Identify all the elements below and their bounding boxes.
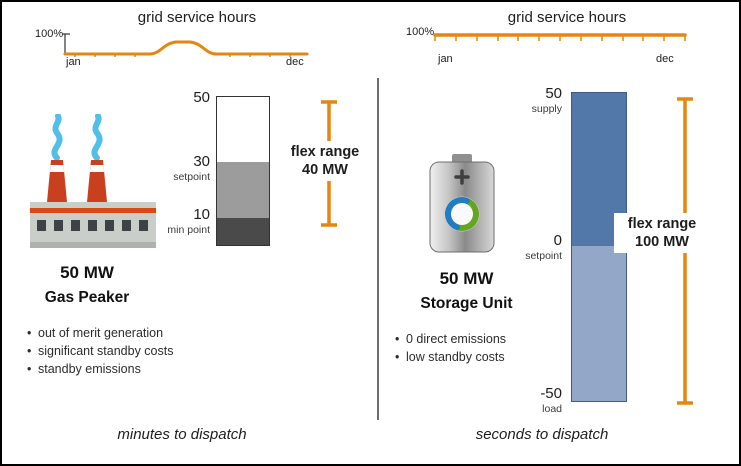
right-dispatch-time: seconds to dispatch xyxy=(475,426,609,443)
left-bar-top-value: 50 xyxy=(193,89,210,106)
left-x-end-label: dec xyxy=(286,56,304,68)
flex-range-text: flex range xyxy=(290,144,360,160)
right-bar-low-label: load xyxy=(542,403,562,415)
flex-range-text: flex range xyxy=(627,216,697,232)
bar-segment-above-setpoint xyxy=(217,97,269,162)
window xyxy=(88,220,97,231)
right-unit-name: Storage Unit xyxy=(420,295,513,312)
right-bar-low-value: -50 xyxy=(540,385,562,402)
eco-swirl-icon xyxy=(445,197,479,231)
list-item: 0 direct emissions xyxy=(394,332,594,346)
left-bullet-list: out of merit generation significant stan… xyxy=(26,322,256,380)
left-bar-low-value: 10 xyxy=(193,206,210,223)
building-stripe xyxy=(30,208,156,213)
left-chart-title: grid service hours xyxy=(137,9,257,26)
left-chart-y-label: 100% xyxy=(35,28,64,40)
blue-swirl xyxy=(445,197,470,231)
right-bar-top-label: supply xyxy=(531,103,562,115)
right-flex-range-label: flex range 100 MW xyxy=(614,213,710,254)
list-item: out of merit generation xyxy=(26,326,256,340)
right-bar-top-value: 50 xyxy=(545,85,562,102)
right-x-end-label: dec xyxy=(656,53,674,65)
left-flex-range-label: flex range 40 MW xyxy=(278,141,372,182)
bar-segment-load xyxy=(572,246,626,401)
right-chart-title: grid service hours xyxy=(507,9,627,26)
left-x-start-label: jan xyxy=(66,56,81,68)
right-bar-mid-label: setpoint xyxy=(525,250,562,262)
chimney-band xyxy=(49,165,65,172)
left-bar-low-label: min point xyxy=(167,224,210,236)
left-capacity: 50 MW xyxy=(60,263,114,282)
list-item: low standby costs xyxy=(394,350,594,364)
right-chart-y-label: 100% xyxy=(406,26,435,38)
window xyxy=(139,220,148,231)
flex-range-value: 100 MW xyxy=(635,234,689,251)
gas-peaker-hours-line xyxy=(63,40,309,56)
left-service-hours-chart xyxy=(62,33,309,57)
left-bar-mid-label: setpoint xyxy=(173,171,210,183)
window xyxy=(37,220,46,231)
bar-segment-setpoint-range xyxy=(217,162,269,218)
smoke-icon xyxy=(91,114,103,161)
right-capacity: 50 MW xyxy=(439,269,494,288)
list-item: significant standby costs xyxy=(26,344,256,358)
panel-divider xyxy=(377,78,379,420)
smoke-icon xyxy=(51,114,63,161)
chimney-band xyxy=(89,165,105,172)
gas-peaker-capacity-bar xyxy=(216,96,270,246)
left-unit-name: Gas Peaker xyxy=(44,289,130,306)
left-bar-mid-value: 30 xyxy=(193,153,210,170)
window xyxy=(54,220,63,231)
list-item: standby emissions xyxy=(26,362,256,376)
battery-terminal xyxy=(452,154,472,163)
right-service-hours-chart xyxy=(433,33,687,41)
plus-icon xyxy=(454,169,470,185)
building-base xyxy=(30,242,156,248)
month-ticks xyxy=(74,54,291,57)
window xyxy=(105,220,114,231)
window xyxy=(71,220,80,231)
factory-icon xyxy=(30,114,156,248)
flex-range-value: 40 MW xyxy=(302,162,348,179)
battery-icon xyxy=(429,154,495,253)
bar-segment-below-minpoint xyxy=(217,218,269,245)
window xyxy=(122,220,131,231)
right-bar-mid-value: 0 xyxy=(553,232,562,249)
green-swirl xyxy=(454,197,479,231)
month-ticks xyxy=(434,36,686,41)
right-x-start-label: jan xyxy=(438,53,453,65)
right-bullet-list: 0 direct emissions low standby costs xyxy=(394,328,594,368)
left-dispatch-time: minutes to dispatch xyxy=(117,426,247,443)
